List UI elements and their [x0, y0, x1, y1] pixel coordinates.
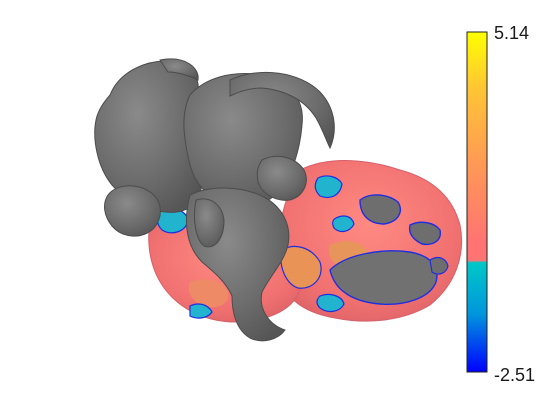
colorbar [466, 31, 488, 373]
grey-mesh [94, 58, 335, 342]
overlay-surface [148, 160, 463, 323]
colorbar-min-label: -2.51 [494, 365, 536, 385]
colorbar-max-label: 5.14 [494, 23, 530, 43]
